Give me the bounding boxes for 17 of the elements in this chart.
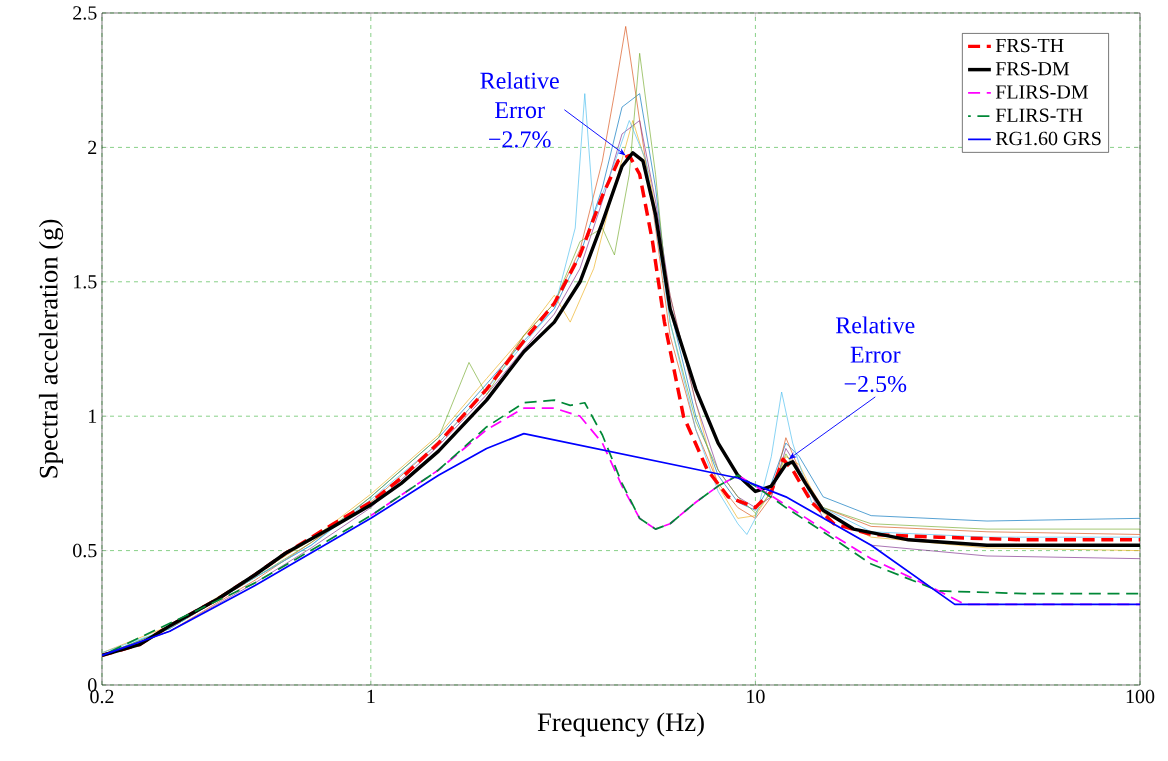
legend-label: FLIRS-TH (995, 108, 1083, 122)
legend-label: RG1.60 GRS (995, 131, 1101, 146)
y-axis-title: Spectral acceleration (g) (38, 219, 64, 478)
y-tick-label: 0.5 (73, 543, 97, 558)
x-axis-title: Frequency (Hz) (537, 712, 704, 737)
annotation: Relative Error −2.5% (835, 316, 915, 393)
y-tick-label: 1 (89, 409, 97, 423)
y-tick-label: 2 (88, 140, 97, 155)
y-tick-label: 2.5 (73, 6, 97, 20)
x-tick-label: 10 (747, 689, 765, 704)
legend-label: FRS-TH (995, 38, 1064, 53)
annotation: Relative Error −2.7% (480, 71, 559, 148)
y-tick-label: 1.5 (74, 275, 97, 289)
x-tick-label: 100 (1126, 689, 1155, 704)
legend-label: FRS-DM (995, 62, 1070, 76)
x-tick-label: 1 (367, 689, 375, 703)
legend-label: FLIRS-DM (995, 85, 1088, 99)
